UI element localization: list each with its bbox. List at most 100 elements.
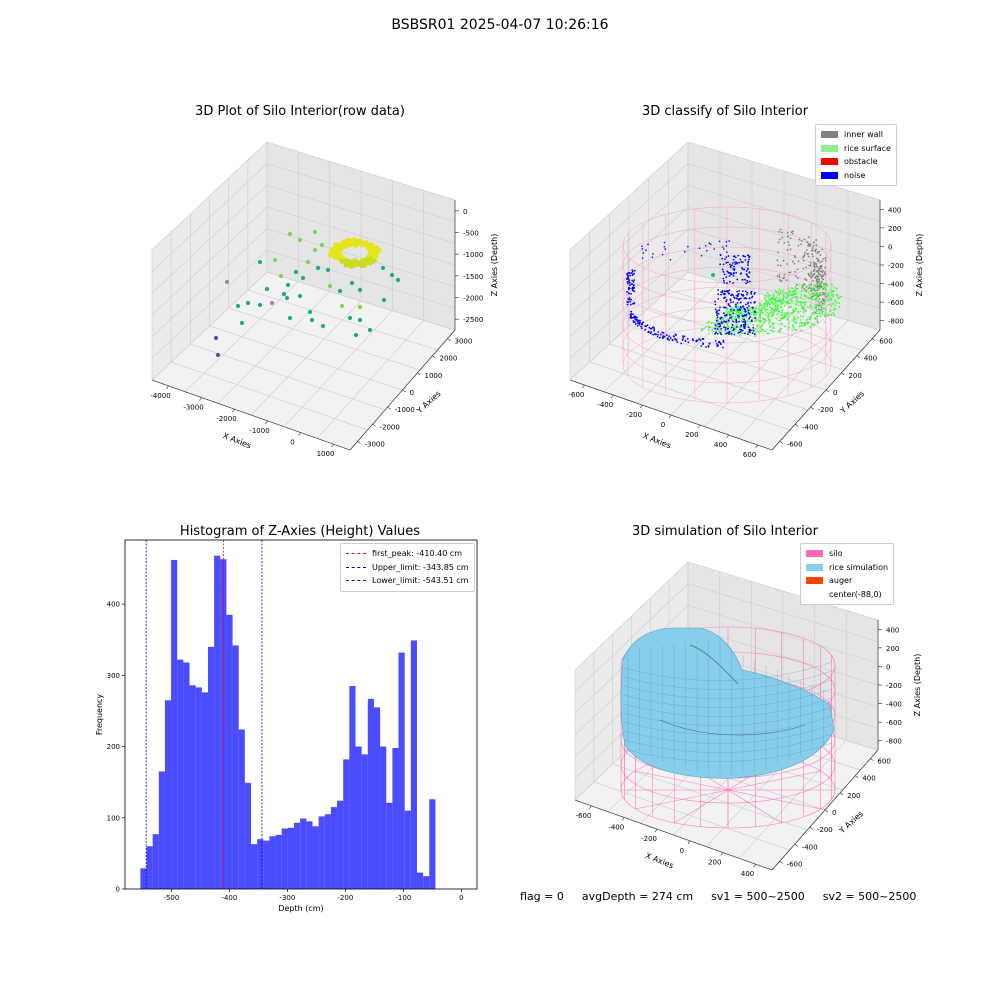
panel4-title: 3D simulation of Silo Interior (632, 524, 818, 539)
noise-point (744, 308, 746, 311)
rice-surface-point (735, 312, 737, 315)
rice-surface-point (726, 323, 728, 326)
rice-surface-point (786, 312, 789, 315)
noise-point (687, 245, 689, 248)
y-tick-label: 200 (107, 743, 120, 751)
rice-surface-point (711, 273, 715, 277)
grid-line (247, 289, 438, 351)
noise-point (659, 333, 662, 336)
rice-surface-point (782, 300, 785, 302)
rice-surface-point (785, 311, 788, 314)
noise-point (740, 328, 743, 331)
inner-wall-point (797, 260, 800, 262)
noise-point (631, 269, 634, 272)
legend-swatch (821, 144, 838, 152)
noise-point (719, 306, 721, 309)
rice-surface-point (819, 292, 822, 295)
inner-wall-point (813, 241, 815, 244)
rice-surface-point (829, 287, 832, 290)
rice-surface-point (801, 288, 803, 290)
rice-surface-point (725, 309, 728, 311)
rice-surface-point (769, 311, 772, 314)
rice-surface-point (764, 303, 767, 305)
noise-point (741, 315, 744, 317)
data-point (346, 261, 351, 266)
rice-surface-point (834, 299, 837, 302)
rice-surface-point (735, 310, 738, 313)
rice-surface-point (737, 313, 739, 315)
noise-point (746, 302, 749, 305)
noise-point (717, 289, 719, 291)
inner-wall-point (796, 268, 799, 271)
rice-surface-point (812, 294, 815, 297)
noise-point (718, 341, 720, 344)
y-tick-label: 2000 (440, 355, 458, 363)
rice-surface-point (787, 328, 790, 331)
rice-mesh-line (623, 733, 833, 753)
rice-surface-point (814, 306, 816, 309)
histogram-bar (386, 802, 393, 889)
histogram-bar (416, 872, 424, 889)
rice-surface-point (791, 290, 794, 293)
noise-point (752, 326, 755, 329)
rice-surface-point (731, 331, 734, 333)
rice-surface-point (784, 313, 787, 316)
histogram-bar (306, 821, 313, 889)
y-tick (841, 372, 845, 376)
histogram-bar (380, 746, 387, 889)
rice-surface-point (839, 295, 842, 298)
rice-surface-point (824, 291, 827, 294)
inner-wall-point (779, 228, 782, 231)
flag-text: flag = 0 (520, 890, 564, 903)
rice-surface-point (801, 301, 804, 304)
rice-surface-point (800, 290, 803, 292)
noise-point (635, 318, 638, 321)
rice-surface-point (769, 303, 771, 306)
y-tick (372, 424, 376, 427)
noise-point (630, 283, 633, 286)
x-tick-label: -200 (337, 894, 353, 902)
noise-point (749, 316, 751, 319)
rice-surface-point (783, 304, 786, 307)
data-point (224, 279, 230, 285)
rice-surface-point (835, 301, 838, 304)
rice-surface-point (806, 321, 809, 324)
noise-point (724, 329, 727, 331)
histogram-bar (244, 782, 252, 889)
data-point (381, 297, 387, 303)
x-tick (589, 805, 592, 809)
data-point (345, 238, 351, 243)
rice-surface-point (783, 295, 785, 298)
noise-point (728, 332, 730, 334)
rice-surface-point (830, 313, 833, 316)
rice-surface-point (765, 320, 768, 323)
noise-point (680, 342, 683, 345)
noise-point (715, 311, 718, 314)
rice-surface-point (748, 307, 751, 310)
histogram-bar (343, 759, 350, 889)
rice-surface-point (745, 316, 748, 319)
rice-surface-point (789, 292, 792, 295)
noise-point (753, 293, 756, 295)
noise-point (722, 279, 725, 282)
noise-point (747, 309, 750, 312)
rice-surface-point (784, 303, 787, 306)
rice-ridge (659, 719, 806, 736)
inner-wall-point (822, 293, 824, 296)
inner-wall-point (797, 244, 800, 247)
noise-point (650, 331, 653, 334)
rice-surface-point (831, 283, 833, 286)
noise-point (742, 294, 744, 296)
noise-point (628, 279, 631, 282)
histogram-bar (423, 876, 430, 889)
rice-surface-point (828, 289, 831, 292)
inner-wall-point (812, 274, 814, 277)
x-tick-label: 200 (708, 859, 721, 867)
inner-wall-point (816, 265, 819, 268)
noise-point (695, 339, 698, 342)
rice-surface-point (781, 302, 784, 305)
data-point (213, 335, 219, 341)
noise-point (707, 345, 710, 348)
rice-surface-point (777, 307, 780, 310)
rice-mesh-line (623, 688, 833, 708)
